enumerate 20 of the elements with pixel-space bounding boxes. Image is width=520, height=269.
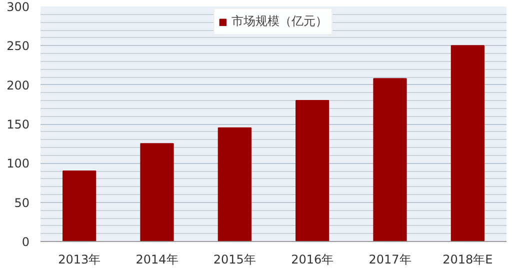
x-tick-label: 2014年 <box>136 252 178 266</box>
x-tick-label: 2013年 <box>58 252 101 266</box>
x-tick-label: 2016年 <box>291 252 334 266</box>
y-tick-label: 50 <box>14 196 30 210</box>
x-tick-label: 2017年 <box>368 252 412 266</box>
y-tick-label: 150 <box>6 118 30 132</box>
y-tick-label: 200 <box>6 78 30 92</box>
bar <box>296 100 330 242</box>
bar <box>62 170 96 242</box>
y-tick-label: 0 <box>22 235 30 249</box>
legend-label: 市场规模（亿元） <box>232 13 328 30</box>
x-tick-label: 2015年 <box>213 252 256 266</box>
x-tick-label: 2018年E <box>442 252 493 266</box>
y-tick-label: 250 <box>6 39 30 54</box>
bar <box>140 143 174 242</box>
y-tick-label: 100 <box>6 156 30 171</box>
bar <box>450 45 484 242</box>
bar <box>218 127 252 242</box>
bar <box>373 78 407 242</box>
y-tick-label: 300 <box>6 0 30 14</box>
